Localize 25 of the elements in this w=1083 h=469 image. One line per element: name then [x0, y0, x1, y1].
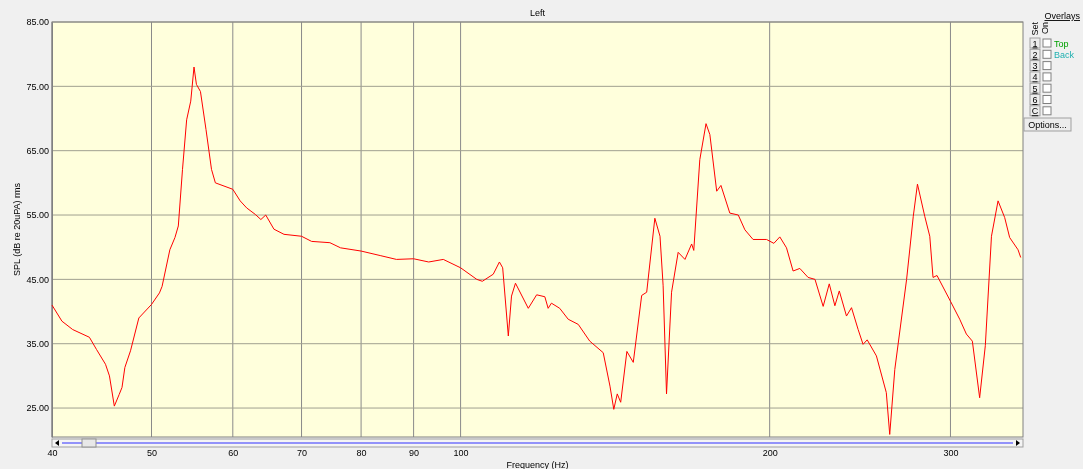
y-tick-label: 45.00 — [26, 274, 49, 285]
y-axis-title: SPL (dB re 20uPA) rms — [12, 182, 22, 277]
y-tick-label: 25.00 — [26, 403, 49, 414]
text: Top — [1054, 38, 1069, 49]
x-tick-label: 300 — [943, 448, 959, 459]
x-tick-label: 100 — [453, 448, 469, 459]
x-tick-label: 50 — [146, 448, 158, 459]
text: Set — [1030, 21, 1040, 36]
x-tick-label: 90 — [409, 448, 420, 459]
y-tick-label: 35.00 — [26, 339, 49, 350]
x-tick-label: 40 — [47, 448, 58, 459]
text: Back — [1054, 49, 1075, 60]
x-axis-title: Frequency (Hz) — [506, 460, 569, 469]
y-tick-label: 85.00 — [26, 17, 49, 28]
x-tick-label: 200 — [762, 448, 778, 459]
y-tick-label: 65.00 — [26, 146, 49, 157]
chart-title: Left — [529, 8, 546, 18]
x-tick-label: 70 — [297, 448, 308, 459]
y-tick-label: 55.00 — [26, 210, 49, 221]
text: On — [1040, 22, 1050, 35]
x-tick-label: 60 — [228, 448, 239, 459]
text: Overlays — [1044, 11, 1081, 21]
text: Options... — [1028, 120, 1067, 130]
y-tick-label: 75.00 — [26, 81, 49, 92]
x-tick-label: 80 — [356, 448, 367, 459]
